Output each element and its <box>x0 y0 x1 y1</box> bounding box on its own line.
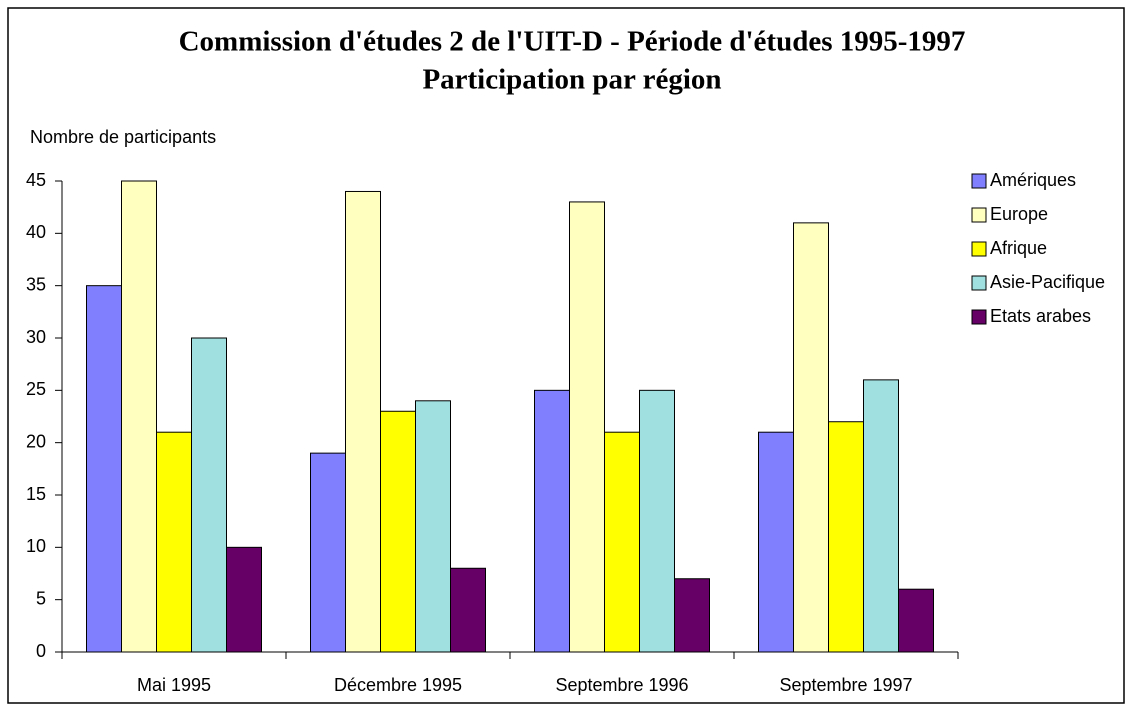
bar <box>639 389 675 653</box>
y-tick-label: 25 <box>26 379 46 399</box>
bar <box>226 546 262 653</box>
bar <box>156 431 192 653</box>
y-tick-label: 45 <box>26 170 46 190</box>
y-tick-label: 10 <box>26 536 46 556</box>
legend-label: Amériques <box>990 170 1076 190</box>
y-tick-label: 5 <box>36 588 46 608</box>
legend-swatch <box>971 275 987 291</box>
chart-title: Commission d'études 2 de l'UIT-D - Pério… <box>179 26 966 58</box>
bar <box>121 180 157 653</box>
bar <box>310 452 346 653</box>
bar <box>569 201 605 653</box>
legend-swatch <box>971 309 987 325</box>
x-tick-label: Décembre 1995 <box>334 675 462 695</box>
legend-label: Europe <box>990 204 1048 224</box>
bar <box>758 431 794 653</box>
legend-swatch <box>971 173 987 189</box>
y-tick-label: 15 <box>26 484 46 504</box>
y-tick-label: 40 <box>26 222 46 242</box>
bar <box>604 431 640 653</box>
bar <box>674 578 710 653</box>
bar <box>345 190 381 653</box>
bar <box>415 400 451 653</box>
x-tick-label: Septembre 1997 <box>779 675 912 695</box>
y-tick-label: 35 <box>26 274 46 294</box>
legend-label: Afrique <box>990 238 1047 258</box>
bar <box>828 421 864 653</box>
chart-subtitle: Participation par région <box>422 64 721 96</box>
y-tick-label: 0 <box>36 641 46 661</box>
bar <box>863 379 899 653</box>
legend-swatch <box>971 207 987 223</box>
y-tick-label: 30 <box>26 327 46 347</box>
legend-swatch <box>971 241 987 257</box>
bar <box>793 222 829 653</box>
bar <box>86 285 122 653</box>
x-tick-label: Mai 1995 <box>137 675 211 695</box>
y-axis-label: Nombre de participants <box>30 127 216 147</box>
legend-label: Etats arabes <box>990 306 1091 326</box>
bar <box>380 410 416 653</box>
bar <box>450 567 486 653</box>
legend-label: Asie-Pacifique <box>990 272 1105 292</box>
bar <box>534 389 570 653</box>
x-tick-label: Septembre 1996 <box>555 675 688 695</box>
bar <box>191 337 227 653</box>
y-tick-label: 20 <box>26 431 46 451</box>
bar <box>898 588 934 653</box>
